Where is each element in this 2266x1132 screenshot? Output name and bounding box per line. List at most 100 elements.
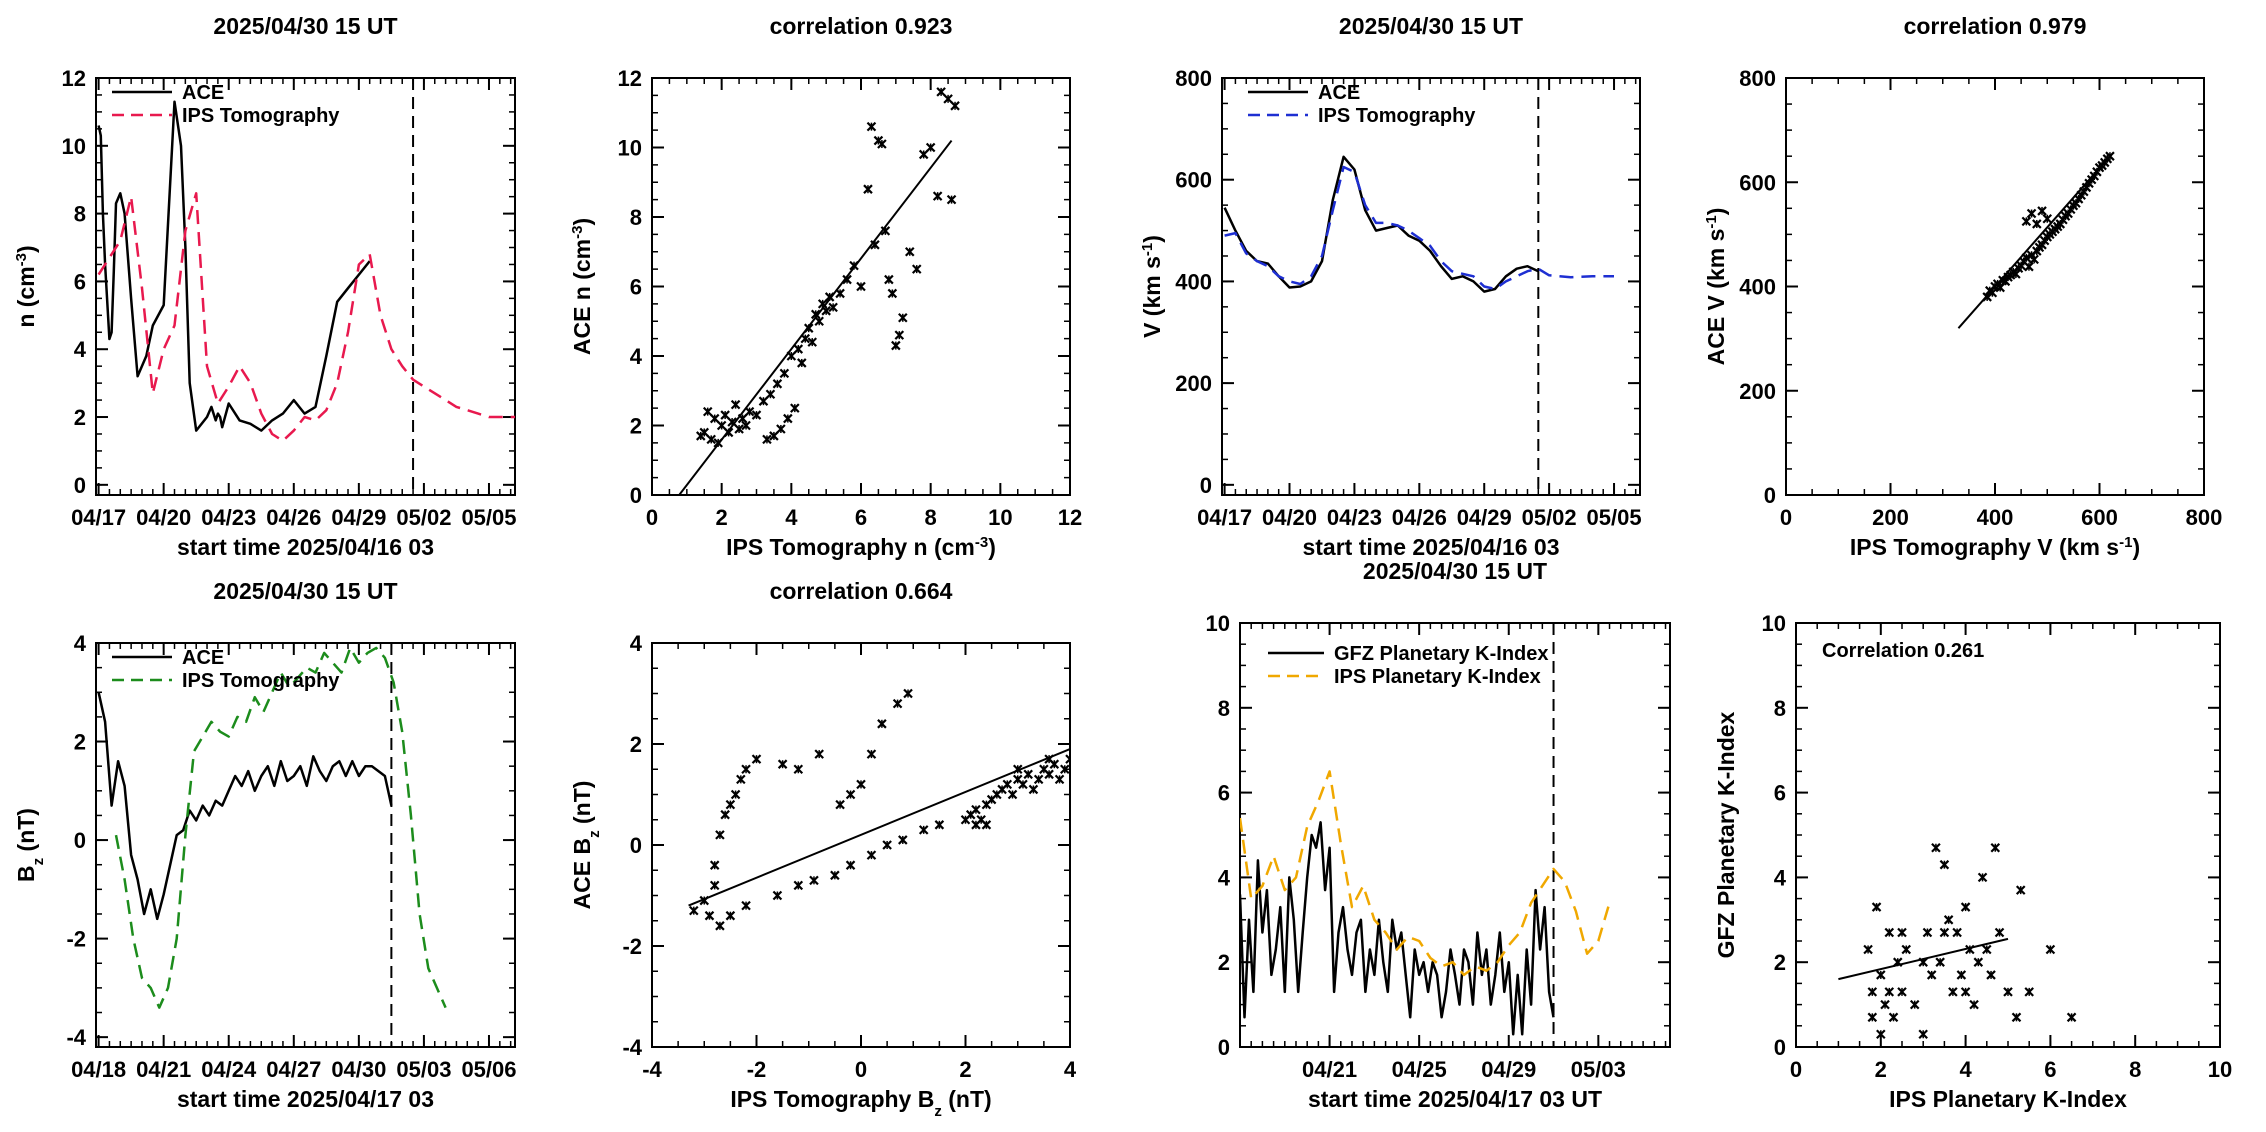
x-tick-label: 6 <box>2044 1057 2056 1082</box>
data-point <box>2026 208 2037 219</box>
data-point <box>1863 944 1873 955</box>
chart-title: 2025/04/30 15 UT <box>213 13 397 39</box>
x-tick-label: 12 <box>1058 505 1082 530</box>
data-point <box>1028 784 1039 795</box>
data-point <box>1888 1012 1899 1023</box>
data-point <box>891 340 901 351</box>
data-point <box>1935 957 1945 967</box>
x-tick-label: 8 <box>2129 1057 2141 1082</box>
x-tick-label: 04/29 <box>331 505 386 530</box>
data-point <box>1982 944 1992 955</box>
data-point <box>725 799 736 810</box>
x-tick-label: 04/26 <box>266 505 321 530</box>
data-point <box>1977 872 1988 883</box>
data-point <box>880 226 891 236</box>
data-point <box>1054 774 1065 785</box>
x-tick-label: 2 <box>959 1057 971 1082</box>
data-point <box>1939 927 1950 938</box>
data-point <box>1012 764 1023 775</box>
y-axis-label: ACE Bz (nT) <box>569 781 603 910</box>
x-axis-label: IPS Tomography V (km s-1) <box>1850 534 2140 561</box>
data-point <box>1939 859 1950 870</box>
data-point <box>1926 970 1937 980</box>
y-tick-label: 0 <box>630 833 642 858</box>
series-line-0 <box>97 692 393 921</box>
data-point <box>1884 987 1895 997</box>
x-tick-label: 04/29 <box>1481 1057 1536 1082</box>
data-point <box>1897 987 1907 997</box>
data-point <box>892 698 903 709</box>
y-tick-label: 0 <box>1218 1035 1230 1060</box>
panel-p4: correlation 0.979 0 200 400 600 800 0 200 400 600… <box>1703 13 2223 560</box>
x-tick-label: 05/06 <box>461 1057 516 1082</box>
panel-p7: 2025/04/30 15 UT 04/21 04/25 04/29 05/03 0 2 4 6… <box>1206 558 1671 1112</box>
y-tick-label: 6 <box>74 269 86 294</box>
data-point <box>814 316 824 327</box>
panel-p6: correlation 0.664 -4 -2 0 2 4 -4 -2 0 2 4 IPS Tomog… <box>569 578 1077 1120</box>
series-line-1 <box>1240 770 1611 977</box>
data-point <box>2003 987 2013 997</box>
y-tick-label: 0 <box>1764 483 1776 508</box>
y-tick-label: 2 <box>630 414 642 439</box>
data-point <box>779 368 790 379</box>
data-point <box>943 94 953 104</box>
data-point <box>932 191 943 201</box>
data-point <box>809 875 819 886</box>
y-tick-label: 4 <box>630 344 643 369</box>
data-point <box>793 880 804 891</box>
data-point <box>741 900 751 911</box>
data-point <box>709 880 720 891</box>
x-tick-label: 4 <box>1064 1057 1077 1082</box>
data-point <box>699 427 710 438</box>
x-tick-label: -4 <box>642 1057 662 1082</box>
x-tick-label: 04/17 <box>1197 505 1252 530</box>
y-tick-label: 200 <box>1739 379 1776 404</box>
data-point <box>877 139 887 149</box>
data-point <box>786 351 797 361</box>
data-point <box>2021 216 2032 227</box>
plot-frame <box>95 642 516 1048</box>
data-point <box>971 820 981 830</box>
y-tick-label: 0 <box>74 828 86 853</box>
data-point <box>793 764 804 775</box>
data-point <box>936 87 946 97</box>
data-point <box>1901 944 1912 955</box>
y-tick-label: -2 <box>66 927 86 952</box>
data-point <box>706 434 716 445</box>
data-point <box>877 719 887 729</box>
data-point <box>1880 999 1890 1010</box>
data-point <box>800 333 811 344</box>
x-axis-label: start time 2025/04/16 03 <box>1302 534 1559 560</box>
data-layer <box>688 688 1070 931</box>
y-tick-label: 4 <box>74 631 87 656</box>
y-tick-label: -4 <box>66 1025 86 1050</box>
data-point <box>863 184 873 194</box>
x-tick-label: 04/25 <box>1392 1057 1447 1082</box>
data-point <box>824 292 835 302</box>
data-point <box>894 330 905 340</box>
legend-label-1: IPS Tomography <box>182 105 340 127</box>
legend-label-1: IPS Tomography <box>182 670 340 692</box>
data-point <box>2029 254 2039 265</box>
x-tick-label: 6 <box>855 505 867 530</box>
data-point <box>845 860 856 870</box>
y-tick-label: 8 <box>74 202 86 227</box>
chart-title: correlation 0.979 <box>1904 13 2087 39</box>
data-point <box>723 427 734 438</box>
data-point <box>898 835 908 845</box>
panel-p2: correlation 0.923 0 2 4 6 8 10 12 0 2 4 6 8 10 12 IPS T… <box>569 13 1083 560</box>
data-point <box>1892 957 1903 967</box>
y-tick-label: 6 <box>1774 781 1786 806</box>
data-point <box>758 396 769 406</box>
x-tick-label: 04/17 <box>71 505 126 530</box>
data-point <box>727 417 737 427</box>
data-point <box>849 260 859 271</box>
data-point <box>835 799 845 810</box>
data-point <box>1897 927 1907 938</box>
x-tick-label: 2 <box>1875 1057 1887 1082</box>
y-tick-label: 400 <box>1175 269 1212 294</box>
y-tick-label: 800 <box>1175 66 1212 91</box>
data-point <box>751 410 762 420</box>
chart-title: 2025/04/30 15 UT <box>213 578 397 604</box>
data-point <box>734 424 744 434</box>
